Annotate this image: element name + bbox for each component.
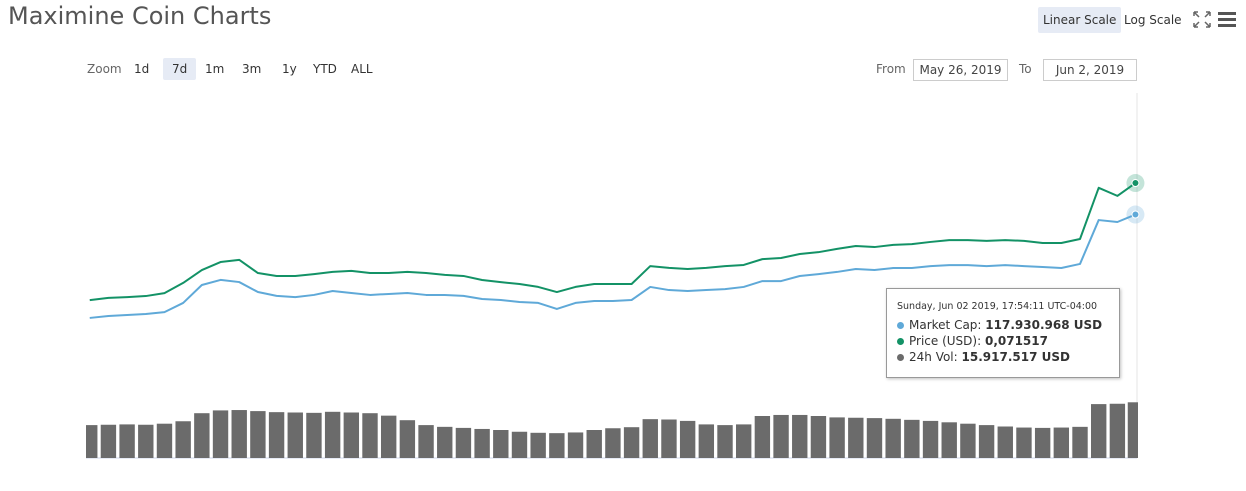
volume-bar xyxy=(399,420,416,458)
volume-bar xyxy=(698,424,715,458)
volume-bar xyxy=(287,412,303,458)
volume-bar xyxy=(866,418,883,458)
tooltip-dot xyxy=(897,322,904,329)
volume-bar xyxy=(978,425,995,458)
volume-bar xyxy=(904,419,920,458)
volume-bar xyxy=(231,410,247,458)
volume-bar xyxy=(549,433,565,458)
volume-bar xyxy=(474,428,490,458)
volume-bar xyxy=(642,419,658,458)
volume-bar xyxy=(1127,402,1138,458)
tooltip-row: Price (USD): 0,071517 xyxy=(897,334,1048,348)
volume-bar xyxy=(1091,404,1107,458)
tooltip-value: 0,071517 xyxy=(984,334,1048,348)
volume-bar xyxy=(86,425,98,458)
labels xyxy=(1126,174,1145,224)
tooltip-dot xyxy=(897,354,904,361)
tooltip-dot xyxy=(897,338,904,345)
zoom-button[interactable]: 1d xyxy=(134,62,150,76)
volume-bar xyxy=(324,411,341,458)
zoom-button[interactable]: 1m xyxy=(205,62,225,76)
zoom-button[interactable]: 1y xyxy=(282,62,297,76)
volume-bar xyxy=(717,425,733,458)
zoom-button[interactable]: 3m xyxy=(242,62,262,76)
volume-bar xyxy=(306,412,322,458)
chart-title: Maximine Coin Charts xyxy=(8,2,272,30)
volume-bar xyxy=(250,411,266,458)
volume-bar xyxy=(175,421,191,458)
volume-bar xyxy=(661,419,677,458)
volume-bar xyxy=(679,420,696,458)
volume-bar xyxy=(922,420,939,458)
zoom-label: Zoom xyxy=(87,62,122,76)
volume-bar xyxy=(156,423,173,458)
volume-bar xyxy=(848,417,864,458)
tooltip-label: Price (USD): xyxy=(909,334,982,348)
tooltip-row: Market Cap: 117.930.968 USD xyxy=(897,318,1102,332)
volume-bar xyxy=(530,432,546,458)
zoom-button[interactable]: 7d xyxy=(163,58,197,80)
point-marker xyxy=(1131,210,1140,219)
volume-bar xyxy=(418,425,434,458)
to-label: To xyxy=(1019,62,1032,76)
volume-bar xyxy=(194,413,210,458)
volume-bar xyxy=(1053,427,1070,458)
tooltip-value: 117.930.968 USD xyxy=(985,318,1103,332)
volume-bar xyxy=(605,428,621,458)
point-marker xyxy=(1131,179,1140,188)
scale-button[interactable]: Linear Scale xyxy=(1038,7,1122,33)
volume-bar xyxy=(268,412,285,458)
tooltip-row: 24h Vol: 15.917.517 USD xyxy=(897,350,1070,364)
volume-bar xyxy=(885,418,901,458)
volume-bar xyxy=(1072,426,1088,458)
volume-bar xyxy=(773,414,789,458)
volume-bar xyxy=(997,426,1013,458)
volume-bar xyxy=(735,424,752,458)
tooltip-title: Sunday, Jun 02 2019, 17:54:11 UTC-04:00 xyxy=(897,301,1098,312)
volume-bar xyxy=(586,430,602,458)
series-line xyxy=(89,182,1137,302)
volume-bar xyxy=(455,427,472,458)
volume-bar xyxy=(380,415,397,458)
zoom-button[interactable]: ALL xyxy=(351,62,373,76)
volume-bar xyxy=(1109,403,1126,458)
volume-bar xyxy=(1016,427,1032,458)
volume-bar xyxy=(810,416,827,458)
volume-bar xyxy=(941,422,957,458)
volume-bar xyxy=(960,423,976,458)
volume-bar xyxy=(754,416,771,458)
scale-button[interactable]: Log Scale xyxy=(1124,13,1182,27)
volume-bar xyxy=(362,413,378,458)
volume-bar xyxy=(343,412,360,458)
volume-bar xyxy=(119,424,135,458)
volume-bar xyxy=(511,431,528,458)
tooltip-label: 24h Vol: xyxy=(909,350,958,364)
to-input[interactable]: Jun 2, 2019 xyxy=(1043,59,1137,81)
volume-bar xyxy=(829,417,845,458)
menu-icon[interactable] xyxy=(1218,12,1236,27)
volume-bar xyxy=(1034,427,1051,458)
volume-bar xyxy=(212,410,229,458)
tooltip-value: 15.917.517 USD xyxy=(961,350,1070,364)
marks xyxy=(86,182,1138,458)
zoom-button[interactable]: YTD xyxy=(313,62,337,76)
from-label: From xyxy=(876,62,906,76)
from-input[interactable]: May 26, 2019 xyxy=(913,59,1008,81)
volume-bar xyxy=(493,430,509,458)
fullscreen-icon[interactable] xyxy=(1193,11,1211,28)
volume-bar xyxy=(567,432,584,458)
tooltip-label: Market Cap: xyxy=(909,318,982,332)
volume-bar xyxy=(100,424,117,458)
volume-bar xyxy=(437,426,453,458)
volume-bar xyxy=(623,427,640,458)
series-line xyxy=(89,213,1136,319)
volume-bar xyxy=(792,414,808,458)
tooltip: Sunday, Jun 02 2019, 17:54:11 UTC-04:00 … xyxy=(886,288,1120,378)
volume-bar xyxy=(138,424,154,458)
